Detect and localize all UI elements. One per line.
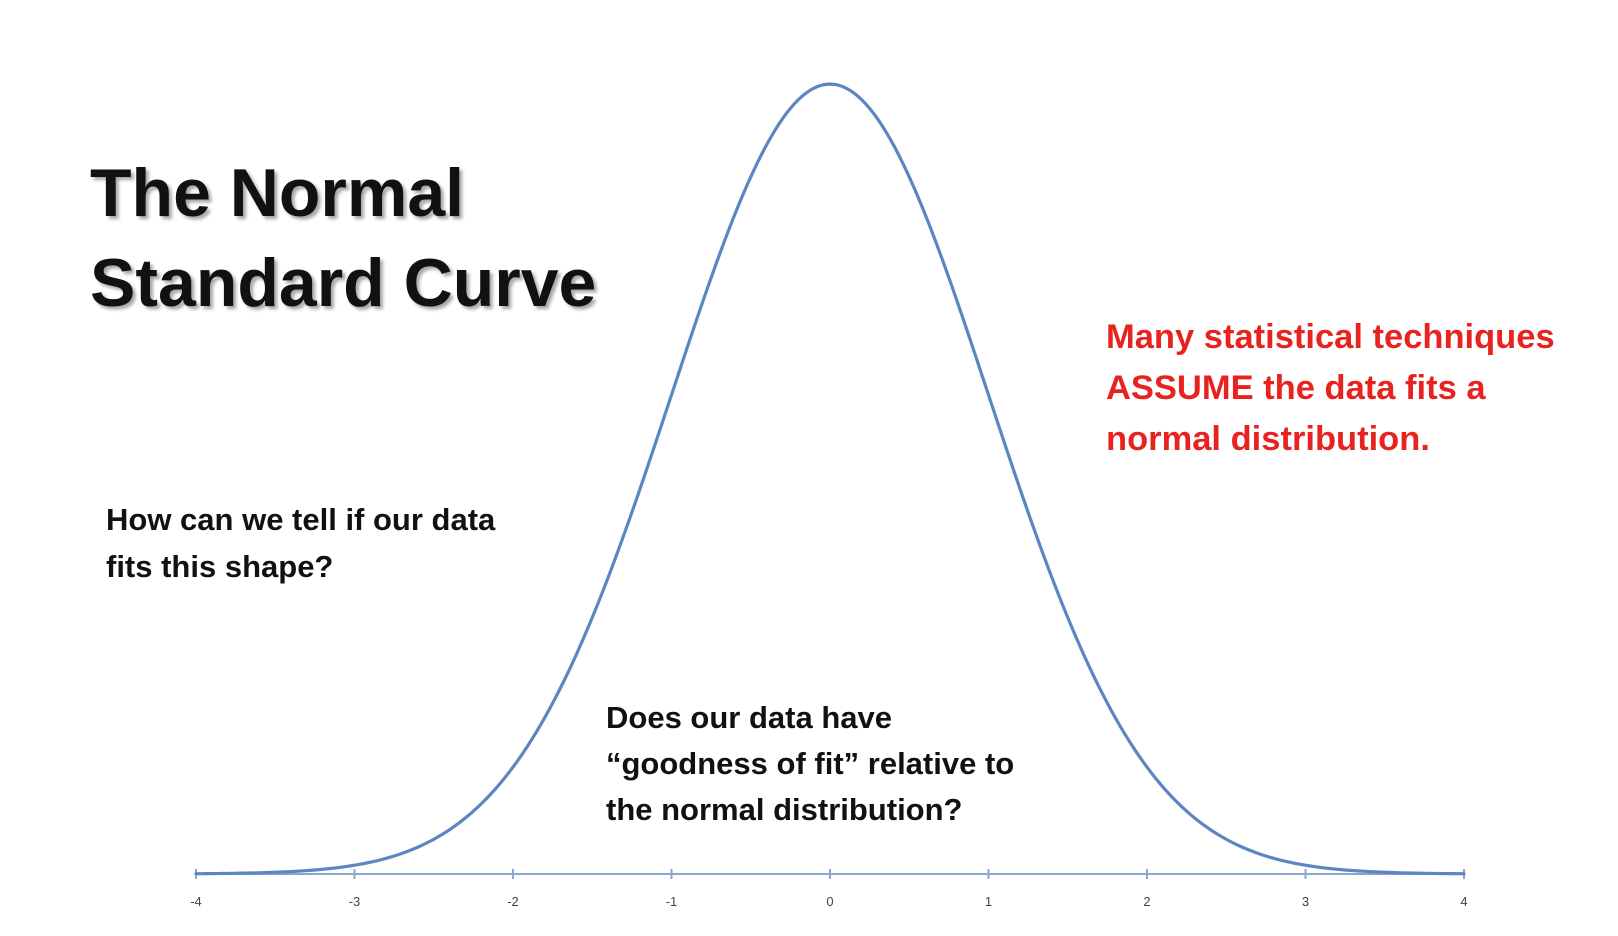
assumption-note: Many statistical techniques ASSUME the d… <box>1106 312 1611 465</box>
shape-question: How can we tell if our data fits this sh… <box>106 496 566 590</box>
goodness-of-fit-line: Does our data have <box>606 700 892 735</box>
x-tick-label: -3 <box>349 894 361 909</box>
slide-title-line: Standard Curve <box>90 245 597 321</box>
x-axis-ticks <box>195 869 1465 879</box>
x-tick-label: 0 <box>826 894 833 909</box>
slide-title: The Normal Standard Curve <box>90 148 650 328</box>
curve-series <box>194 82 1466 876</box>
goodness-of-fit-question: Does our data have “goodness of fit” rel… <box>606 695 1076 833</box>
x-tick-label: 3 <box>1302 894 1309 909</box>
goodness-of-fit-line: the normal distribution? <box>606 792 963 827</box>
x-tick-label: 4 <box>1460 894 1467 909</box>
assumption-note-line: normal distribution. <box>1106 420 1430 458</box>
x-axis-tick-labels: -4 -3 -2 -1 0 1 2 3 4 <box>190 894 1467 909</box>
goodness-of-fit-line: “goodness of fit” relative to <box>606 746 1015 781</box>
normal-curve-line <box>194 82 1466 876</box>
x-tick-label: 2 <box>1143 894 1150 909</box>
x-tick-label: -4 <box>190 894 202 909</box>
shape-question-line: How can we tell if our data <box>106 502 496 537</box>
x-tick-label: -2 <box>507 894 519 909</box>
assumption-note-line: ASSUME the data fits a <box>1106 369 1486 407</box>
assumption-note-line: Many statistical techniques <box>1106 318 1555 356</box>
slide-title-line: The Normal <box>90 155 465 231</box>
x-tick-label: -1 <box>666 894 678 909</box>
shape-question-line: fits this shape? <box>106 549 334 584</box>
x-tick-label: 1 <box>985 894 992 909</box>
